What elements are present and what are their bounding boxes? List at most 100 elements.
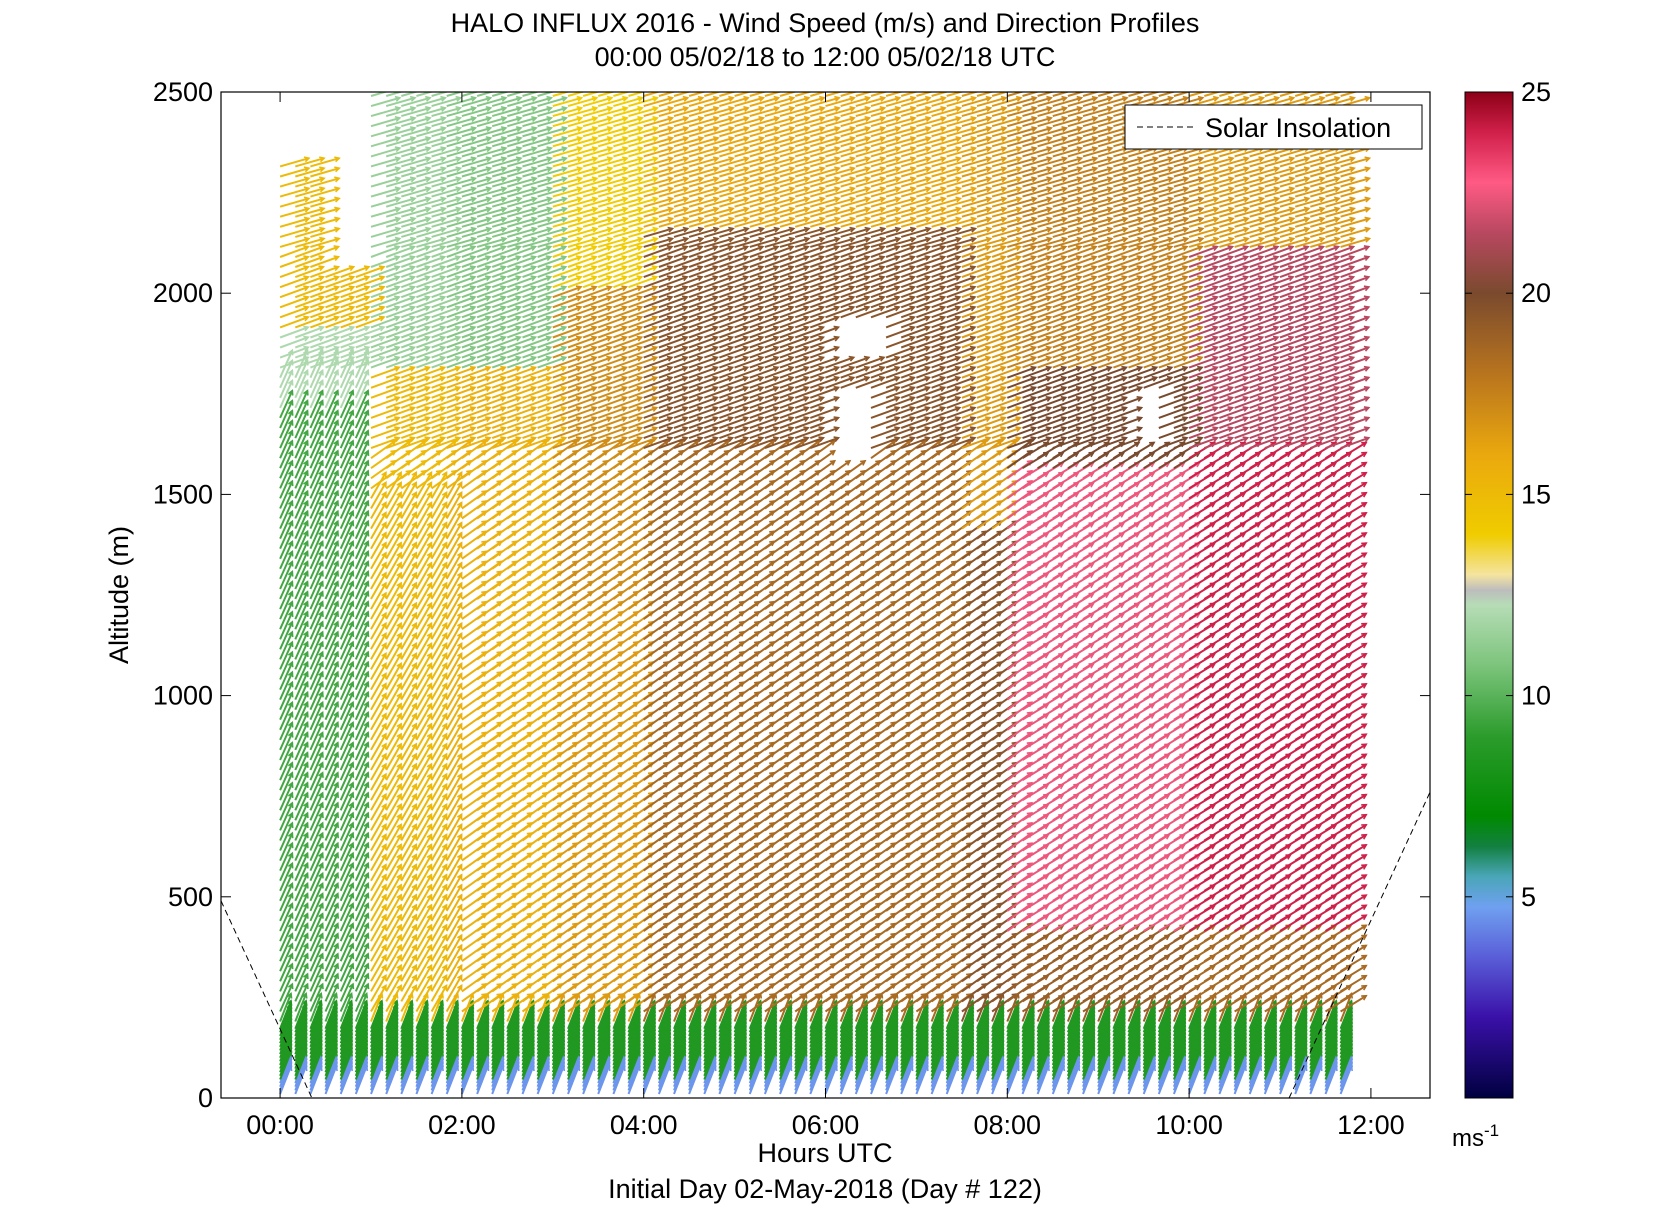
wind-vector bbox=[294, 883, 309, 912]
wind-vector-head bbox=[394, 345, 401, 352]
wind-vector-head bbox=[303, 275, 310, 282]
wind-vector-head bbox=[363, 459, 370, 467]
wind-vector bbox=[279, 336, 309, 349]
wind-vector-head bbox=[303, 650, 309, 658]
wind-vector bbox=[295, 207, 325, 218]
wind-vector bbox=[309, 1029, 323, 1059]
wind-vector bbox=[370, 884, 387, 912]
wind-vector bbox=[310, 316, 339, 329]
wind-vector bbox=[309, 681, 324, 711]
wind-vector-head bbox=[381, 581, 387, 589]
wind-vector bbox=[339, 943, 354, 972]
wind-vector-head bbox=[303, 821, 309, 829]
wind-vector-head bbox=[333, 315, 341, 322]
wind-vector-head bbox=[318, 305, 325, 312]
wind-vector bbox=[279, 167, 310, 178]
wind-vector-head bbox=[381, 641, 387, 649]
wind-vector-head bbox=[333, 781, 339, 788]
wind-vector bbox=[279, 1058, 292, 1088]
wind-vector-head bbox=[316, 992, 323, 999]
wind-vector-head bbox=[287, 700, 294, 708]
wind-vector bbox=[339, 993, 353, 1022]
wind-vector bbox=[309, 953, 324, 982]
wind-vector-head bbox=[334, 196, 341, 203]
wind-vector bbox=[339, 1040, 353, 1069]
wind-vector-head bbox=[363, 429, 370, 436]
wind-vector bbox=[339, 480, 354, 509]
wind-vector bbox=[309, 1043, 323, 1073]
wind-vector bbox=[324, 1043, 338, 1073]
wind-vector-head bbox=[318, 720, 324, 728]
wind-vector-head bbox=[319, 176, 326, 183]
wind-vector bbox=[354, 742, 370, 771]
wind-vector bbox=[325, 336, 355, 349]
wind-vector bbox=[339, 802, 354, 831]
wind-vector-head bbox=[348, 851, 355, 859]
wind-vector-head bbox=[348, 429, 355, 436]
wind-vector bbox=[309, 742, 324, 771]
wind-vector-head bbox=[381, 823, 387, 830]
wind-vector bbox=[294, 581, 309, 610]
wind-vector bbox=[279, 591, 294, 620]
wind-vector bbox=[309, 651, 324, 680]
wind-vector-head bbox=[333, 942, 339, 949]
wind-vector bbox=[279, 480, 294, 509]
wind-vector bbox=[309, 530, 324, 560]
wind-vector-head bbox=[363, 479, 370, 487]
wind-vector bbox=[294, 1047, 308, 1077]
wind-vector bbox=[324, 983, 339, 1012]
wind-vector bbox=[294, 1000, 308, 1030]
wind-vector bbox=[354, 1011, 368, 1041]
wind-vector bbox=[354, 1033, 368, 1062]
wind-vector-head bbox=[303, 419, 309, 426]
wind-vector bbox=[309, 410, 324, 439]
wind-vector bbox=[370, 813, 387, 841]
wind-vector-head bbox=[318, 378, 324, 386]
wind-vector bbox=[354, 631, 370, 660]
wind-vector bbox=[279, 571, 294, 600]
wind-vector-head bbox=[287, 982, 294, 990]
wind-vector-head bbox=[333, 972, 339, 980]
wind-vector bbox=[310, 227, 340, 238]
wind-vector bbox=[294, 490, 309, 519]
wind-vector bbox=[370, 993, 383, 1022]
wind-vector-head bbox=[363, 690, 370, 698]
wind-vector bbox=[324, 852, 339, 882]
wind-vector-head bbox=[363, 529, 370, 537]
wind-vector bbox=[310, 255, 339, 268]
wind-vector-head bbox=[362, 999, 369, 1006]
wind-vector bbox=[324, 943, 339, 972]
wind-vector-head bbox=[363, 295, 371, 302]
wind-vector-head bbox=[381, 551, 387, 558]
wind-vector-head bbox=[333, 660, 339, 668]
wind-vector-head bbox=[287, 409, 294, 416]
wind-vector bbox=[309, 732, 324, 761]
wind-vector bbox=[340, 326, 370, 339]
wind-vector-head bbox=[363, 680, 370, 688]
wind-vector bbox=[339, 1004, 353, 1033]
wind-vector bbox=[354, 1040, 368, 1069]
wind-vector bbox=[339, 792, 354, 821]
wind-vector bbox=[339, 842, 354, 872]
wind-vector bbox=[370, 974, 387, 1002]
wind-vector bbox=[370, 803, 387, 831]
wind-vector-head bbox=[363, 275, 371, 282]
wind-vector bbox=[370, 602, 387, 630]
wind-vector bbox=[279, 691, 294, 721]
wind-vector-head bbox=[348, 315, 356, 322]
wind-vector bbox=[279, 993, 292, 1022]
wind-vector bbox=[294, 772, 309, 801]
wind-vector bbox=[294, 671, 309, 701]
wind-vector bbox=[309, 1047, 323, 1077]
wind-vector-head bbox=[394, 216, 402, 223]
wind-vector bbox=[339, 782, 354, 811]
wind-vector-head bbox=[333, 791, 339, 798]
wind-vector-head bbox=[318, 580, 324, 587]
wind-vector-head bbox=[333, 429, 339, 436]
wind-vector-head bbox=[316, 999, 323, 1006]
wind-vector bbox=[279, 255, 309, 268]
wind-vector bbox=[354, 842, 370, 872]
wind-vector-head bbox=[318, 902, 324, 909]
wind-vector bbox=[339, 913, 354, 942]
wind-vector-head bbox=[333, 305, 341, 312]
